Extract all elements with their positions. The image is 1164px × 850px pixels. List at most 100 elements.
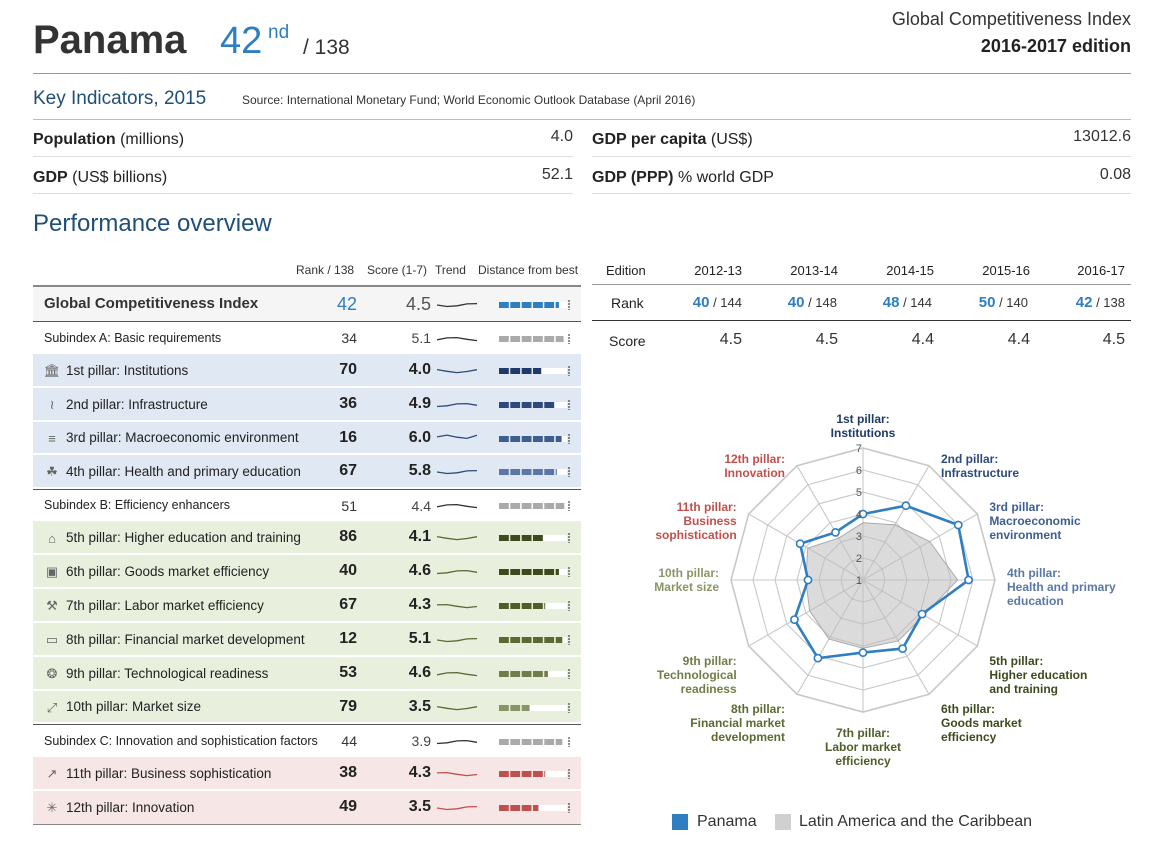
distance-bar-segment [533,637,543,643]
edition-rank-value: 40 [787,294,805,311]
distance-bar-segment [533,503,543,509]
row-rank: 38 [339,764,357,782]
distance-bar-segment [510,704,521,711]
distance-bar [499,803,570,813]
radar-axis-label-line: 3rd pillar: [989,500,1044,514]
distance-bar-segment [521,771,532,777]
divider [592,284,1131,285]
distance-bar-segment [544,469,555,475]
radar-axis-label-line: sophistication [655,528,737,542]
performance-row: Global Competitiveness Index 42 4.5 [33,285,581,321]
distance-bar-segment [510,302,521,308]
distance-bar-segment [544,603,546,609]
performance-title: Performance overview [33,210,272,237]
row-score: 4.1 [408,528,431,546]
distance-bar [499,501,570,511]
col-header-score: Score (1-7) [367,263,428,277]
indicator-gdp-ppp: GDP (PPP) % world GDP 0.08 [592,157,1131,194]
edition-year: 2015-16 [982,263,1030,278]
distance-bar-segment [499,738,509,745]
trend-sparkline [437,503,478,509]
distance-bar-remaining [548,671,567,677]
distance-bar-remaining [545,771,567,777]
radar-axis-label: 3rd pillar: Macroeconomic environment [989,500,1080,542]
distance-bar-segment [521,569,532,575]
radar-axis-label-line: Market size [654,580,719,594]
radar-axis-label: 9th pillar: Technological readiness [597,654,737,696]
distance-bar-segment [533,435,543,442]
radar-scale-tick: 6 [856,465,862,477]
edition-rank-value: 48 [882,294,900,311]
distance-bar-segment [533,738,543,745]
trend-sparkline [437,368,478,374]
edition-rank-of: / 144 [899,295,932,310]
radar-chart: 1 2 3 4 5 6 7 [730,443,996,713]
radar-axis-label-line: Business [683,514,737,528]
distance-bar [499,601,570,611]
trend-sparkline [437,805,478,811]
indicator-label: Population [33,131,116,148]
distance-bar-segment [544,637,555,643]
radar-axis-label: 5th pillar: Higher education and training [989,654,1087,696]
radar-axis-label: 12th pillar: Innovation [645,452,785,480]
performance-row: ≀ 2nd pillar: Infrastructure 36 4.9 [33,388,581,422]
distance-bar-segment [533,671,543,677]
bridge-icon: ≀ [49,397,55,412]
radar-scale-tick: 4 [856,509,862,521]
row-rank: 34 [341,330,357,347]
radar-axis-label-line: Labor market [824,740,902,754]
distance-bar [499,467,570,477]
edition-score: 4.5 [719,331,742,348]
radar-point-panama [901,501,911,511]
radar-axis-label-line: 8th pillar: [730,702,785,717]
radar-axis-label-line: 7th pillar: [835,726,890,740]
row-score: 5.1 [411,330,431,347]
graduation-cap-icon: ⌂ [48,530,56,546]
trend-sparkline [437,637,478,643]
edition-score: 4.5 [815,331,838,348]
coins-icon: ≡ [48,431,56,446]
performance-row: ≡ 3rd pillar: Macroeconomic environment 16… [33,422,581,455]
row-label: 2nd pillar: Infrastructure [66,396,208,412]
distance-bar-segment [499,302,509,308]
row-score: 3.5 [408,798,431,816]
performance-row: ☘ 4th pillar: Health and primary educatio… [33,455,581,489]
chart-up-icon: ↗ [46,766,58,781]
row-label: 12th pillar: Innovation [66,799,195,815]
radar-scale-tick: 2 [856,553,862,565]
radar-axis-label-line: readiness [680,682,737,696]
radar-point-panama [964,575,973,585]
row-rank: 42 [336,294,357,315]
distance-bar-segment [544,738,555,745]
distance-bar-segment [499,368,509,374]
row-label: 9th pillar: Technological readiness [66,665,269,681]
legend-swatch-panama [672,814,688,830]
edition-rank-of: / 144 [709,295,742,310]
distance-bar-segment [499,704,509,711]
radar-axis-label-line: and training [989,682,1058,696]
indicator-label: GDP [33,169,68,186]
trend-sparkline [437,671,478,677]
distance-bar-segment [521,805,532,811]
distance-bar-segment [510,603,521,609]
edition-title: 2016-2017 edition [980,36,1131,56]
radar-axis-label-line: 2nd pillar: [941,451,999,466]
distance-bar-segment [510,671,521,677]
row-rank: 53 [339,664,357,682]
distance-bar-segment [510,569,521,575]
distance-bar-segment [533,805,539,811]
indicator-gdp-per-capita: GDP per capita (US$) 13012.6 [592,120,1131,157]
distance-bar [499,669,570,679]
row-rank: 67 [339,596,357,614]
row-rank: 36 [339,395,357,413]
edition-rank-value: 42 [1075,294,1093,311]
distance-bar-segment [521,637,532,643]
distance-bar-segment [521,469,532,475]
radar-axis-labels: 1st pillar: Institutions 2nd pillar: Infras… [592,380,1152,800]
edition-score: 4.4 [911,331,934,348]
row-rank: 51 [341,497,357,514]
distance-bar [499,736,570,747]
distance-bar-segment [499,469,509,475]
radar-point-panama [803,575,813,585]
row-score: 4.4 [411,497,431,514]
